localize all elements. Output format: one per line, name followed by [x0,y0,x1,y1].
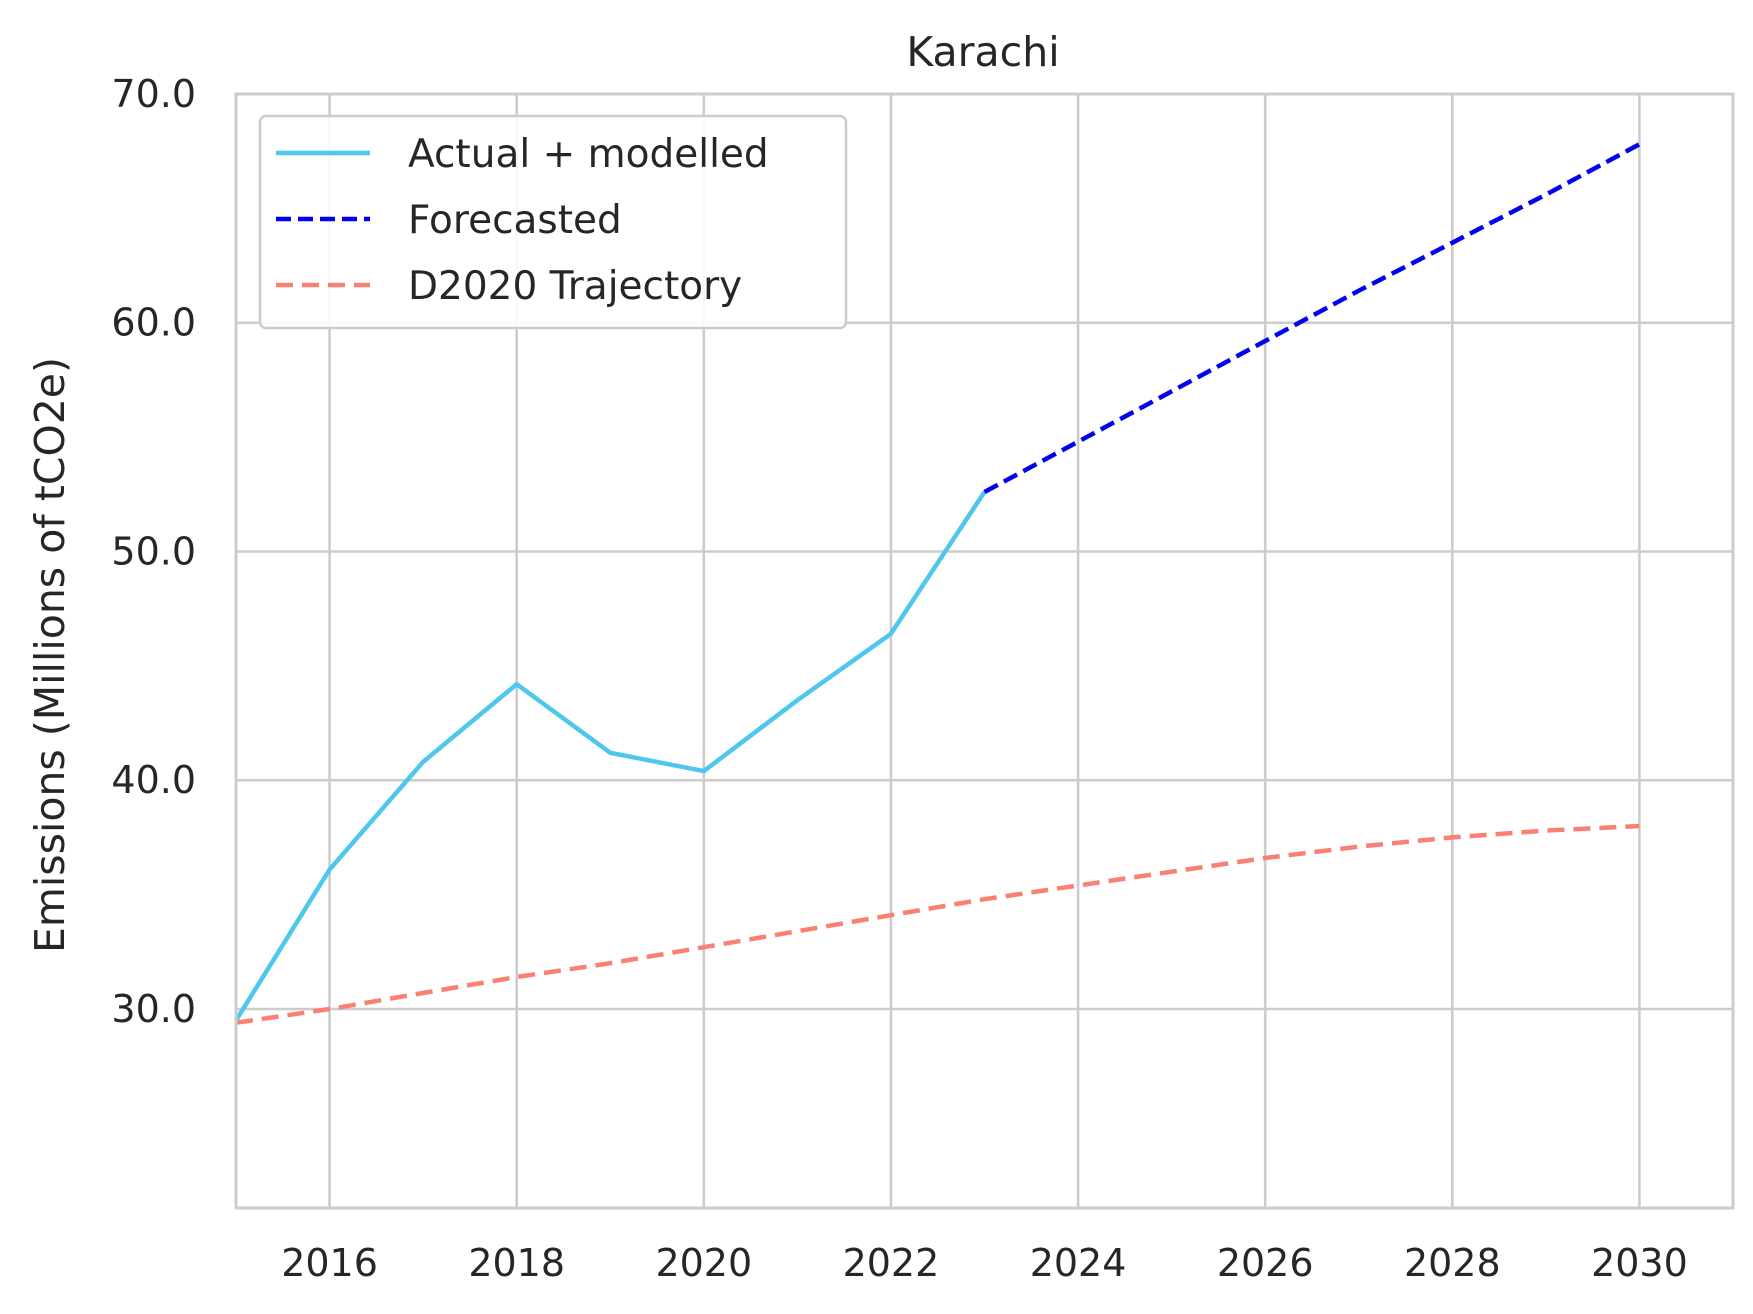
y-axis-label: Emissions (Millions of tCO2e) [26,357,74,953]
y-tick-0: 30.0 [111,987,196,1031]
y-tick-4: 70.0 [111,72,196,116]
y-tick-1: 40.0 [111,758,196,802]
x-tick-labels: 2016 2018 2020 2022 2024 2026 2028 2030 [281,1241,1688,1285]
x-tick-2018: 2018 [468,1241,565,1285]
series-line-2 [235,823,1640,1025]
x-tick-2024: 2024 [1030,1241,1127,1285]
x-tick-2026: 2026 [1217,1241,1314,1285]
legend-label-2: D2020 Trajectory [408,264,742,309]
x-tick-2030: 2030 [1591,1241,1688,1285]
chart-title: Karachi [906,28,1059,76]
y-tick-3: 60.0 [111,301,196,345]
legend: Actual + modelled Forecasted D2020 Traject… [258,114,848,330]
series-line-1 [983,142,1641,494]
x-tick-2016: 2016 [281,1241,378,1285]
x-tick-2020: 2020 [655,1241,752,1285]
x-tick-2022: 2022 [843,1241,940,1285]
series-line-0 [234,490,987,1022]
x-tick-2028: 2028 [1404,1241,1501,1285]
y-tick-2: 50.0 [111,529,196,573]
plot-frame [234,92,1735,1210]
series-layer [234,142,1641,1025]
y-tick-labels: 30.0 40.0 50.0 60.0 70.0 [111,72,196,1031]
legend-box [258,114,848,330]
legend-label-1: Forecasted [408,198,622,243]
legend-label-0: Actual + modelled [408,132,769,177]
